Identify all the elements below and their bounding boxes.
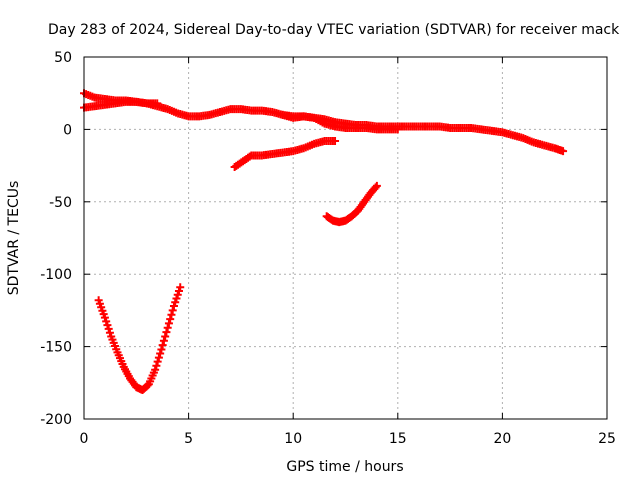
series-arc-6 xyxy=(94,283,185,395)
data-point xyxy=(173,290,182,299)
data-point xyxy=(152,361,161,370)
data-point xyxy=(371,183,380,192)
data-point xyxy=(102,317,111,326)
x-tick-label: 20 xyxy=(493,431,511,447)
data-point xyxy=(105,328,114,337)
data-point xyxy=(331,136,340,145)
x-tick-label: 10 xyxy=(284,431,302,447)
y-tick-label: -150 xyxy=(40,340,72,356)
data-point xyxy=(104,324,113,333)
data-point xyxy=(559,147,568,156)
data-point xyxy=(163,323,172,332)
data-point xyxy=(176,283,185,292)
data-point xyxy=(161,332,170,341)
series-arc-3 xyxy=(278,110,402,134)
y-tick-label: -100 xyxy=(40,267,72,283)
x-axis-label: GPS time / hours xyxy=(286,459,403,475)
data-point xyxy=(156,349,165,358)
data-point xyxy=(169,302,178,311)
data-point xyxy=(153,99,162,108)
data-point xyxy=(158,341,167,350)
axis-ticks: 0 5 10 15 20 25 -200 -150 -100 -50 0 50 xyxy=(40,50,616,447)
y-axis-label: SDTVAR / TECUs xyxy=(6,181,22,296)
data-point xyxy=(167,310,176,319)
x-tick-label: 0 xyxy=(80,431,89,447)
y-tick-label: 50 xyxy=(54,50,72,66)
data-point xyxy=(162,328,171,337)
data-point xyxy=(372,181,381,190)
grid-lines xyxy=(84,57,607,419)
x-tick-label: 25 xyxy=(598,431,616,447)
data-point xyxy=(168,306,177,315)
data-point xyxy=(393,125,402,134)
plot-frame xyxy=(83,56,608,420)
data-point xyxy=(159,336,168,345)
data-point xyxy=(151,365,160,374)
y-tick-label: -200 xyxy=(40,412,72,428)
data-point xyxy=(100,313,109,322)
data-point xyxy=(157,345,166,354)
data-points xyxy=(80,89,568,395)
y-tick-label: 0 xyxy=(63,122,72,138)
data-point xyxy=(166,315,175,324)
data-point xyxy=(164,319,173,328)
series-arc-4 xyxy=(230,136,340,172)
data-point xyxy=(171,298,180,307)
x-tick-label: 5 xyxy=(184,431,193,447)
data-point xyxy=(154,353,163,362)
chart-title: Day 283 of 2024, Sidereal Day-to-day VTE… xyxy=(48,22,620,38)
y-tick-label: -50 xyxy=(49,195,72,211)
x-tick-label: 15 xyxy=(389,431,407,447)
series-arc-5 xyxy=(322,181,381,227)
data-point xyxy=(172,294,181,303)
data-point xyxy=(103,321,112,330)
data-point xyxy=(143,381,152,390)
data-point xyxy=(174,286,183,295)
data-point xyxy=(153,357,162,366)
